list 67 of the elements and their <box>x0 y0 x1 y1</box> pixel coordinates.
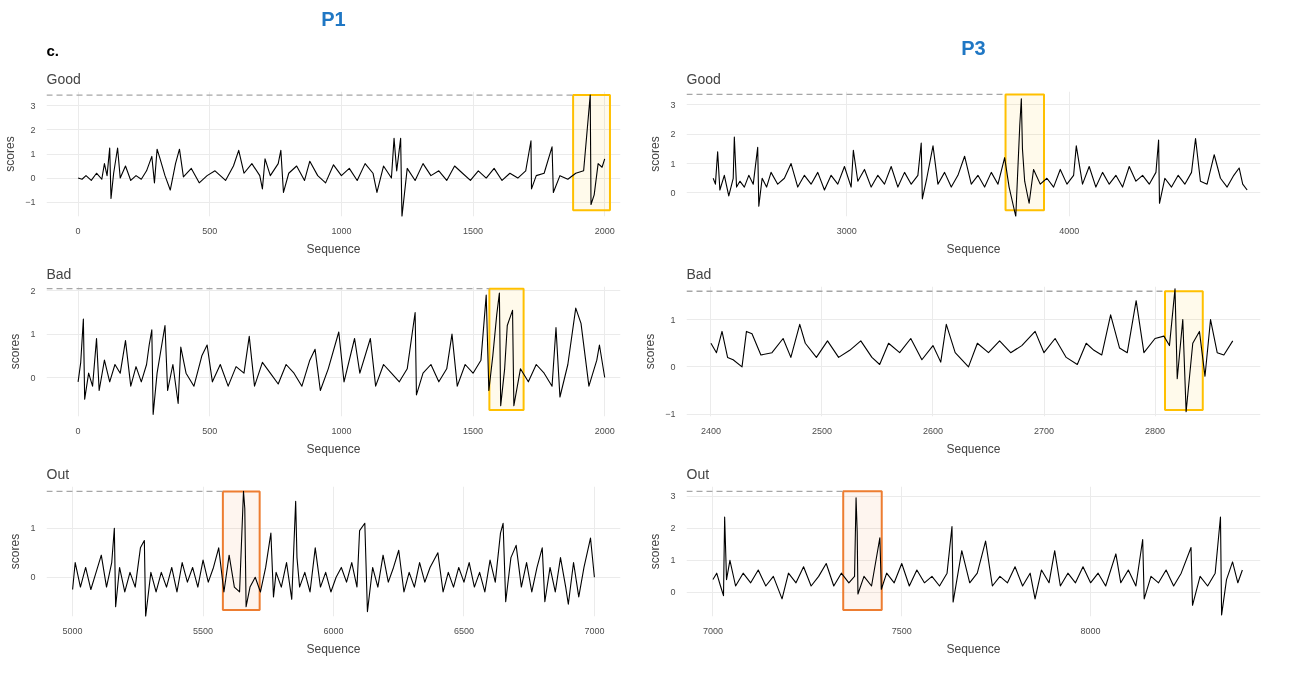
y-axis-title: scores <box>648 136 663 172</box>
x-tick-label: 2000 <box>594 425 615 436</box>
x-tick-label: 2400 <box>700 425 721 436</box>
x-tick-label: 5000 <box>62 625 83 636</box>
y-axis-title: scores <box>3 136 18 172</box>
y-axis-title: scores <box>648 533 663 570</box>
text: P3 <box>961 36 986 59</box>
x-axis-title: Sequence <box>946 441 1001 456</box>
y-tick-label: 2 <box>30 285 36 296</box>
y-axis-title: scores <box>8 533 23 570</box>
y-tick-label: 3 <box>670 491 676 502</box>
x-tick-label: 6000 <box>323 625 344 636</box>
text: P1 <box>321 7 346 30</box>
x-tick-label: 5500 <box>193 625 214 636</box>
x-tick-label: 8000 <box>1080 625 1101 636</box>
y-tick-label: 3 <box>670 99 676 110</box>
chart-title: Out <box>686 465 710 482</box>
x-tick-label: 3000 <box>836 225 857 236</box>
x-tick-label: 2500 <box>811 425 832 436</box>
chart-title: Bad <box>686 265 712 282</box>
y-tick-label: 0 <box>670 587 676 598</box>
y-tick-label: 0 <box>670 187 676 198</box>
y-tick-label: 2 <box>670 129 676 140</box>
x-tick-label: 1500 <box>463 425 484 436</box>
chart-title: Good <box>686 70 721 87</box>
x-tick-label: 7500 <box>891 625 912 636</box>
y-tick-label: −1 <box>665 409 676 420</box>
x-tick-label: 6500 <box>453 625 474 636</box>
y-tick-label: 2 <box>30 124 36 135</box>
x-tick-label: 2700 <box>1033 425 1055 436</box>
y-tick-label: 1 <box>30 149 36 159</box>
x-tick-label: 2800 <box>1145 425 1166 436</box>
y-tick-label: 0 <box>670 361 676 372</box>
x-tick-label: 0 <box>75 225 81 236</box>
y-axis-title: scores <box>643 333 658 370</box>
y-tick-label: 1 <box>670 158 676 169</box>
x-tick-label: 2600 <box>922 425 943 436</box>
x-axis-title: Sequence <box>946 641 1001 656</box>
x-tick-label: 4000 <box>1059 225 1080 236</box>
x-tick-label: 7000 <box>702 625 723 636</box>
x-tick-label: 1000 <box>331 425 352 436</box>
x-tick-label: 500 <box>202 425 218 436</box>
y-tick-label: 1 <box>670 555 676 566</box>
y-tick-label: 1 <box>670 314 676 325</box>
x-axis-title: Sequence <box>946 241 1001 256</box>
chart-title: Bad <box>46 265 72 282</box>
x-tick-label: 1000 <box>331 225 352 236</box>
x-axis-title: Sequence <box>306 441 361 456</box>
y-tick-label: 0 <box>30 572 36 583</box>
y-axis-title: scores <box>8 333 23 370</box>
text: c. <box>46 41 60 59</box>
x-tick-label: 2000 <box>594 225 615 236</box>
x-axis-title: Sequence <box>306 241 361 256</box>
x-axis-title: Sequence <box>306 641 361 656</box>
x-tick-label: 500 <box>202 225 218 236</box>
y-tick-label: 1 <box>30 523 36 534</box>
x-tick-label: 7000 <box>584 625 605 636</box>
x-tick-label: 0 <box>75 425 81 436</box>
y-tick-label: −1 <box>25 197 36 208</box>
y-tick-label: 2 <box>670 523 676 534</box>
chart-title: Good <box>46 70 81 87</box>
chart-title: Out <box>46 465 70 482</box>
y-tick-label: 3 <box>30 100 36 111</box>
y-tick-label: 0 <box>30 372 36 383</box>
y-tick-label: 0 <box>30 173 36 184</box>
x-tick-label: 1500 <box>463 225 484 236</box>
y-tick-label: 1 <box>30 329 36 340</box>
